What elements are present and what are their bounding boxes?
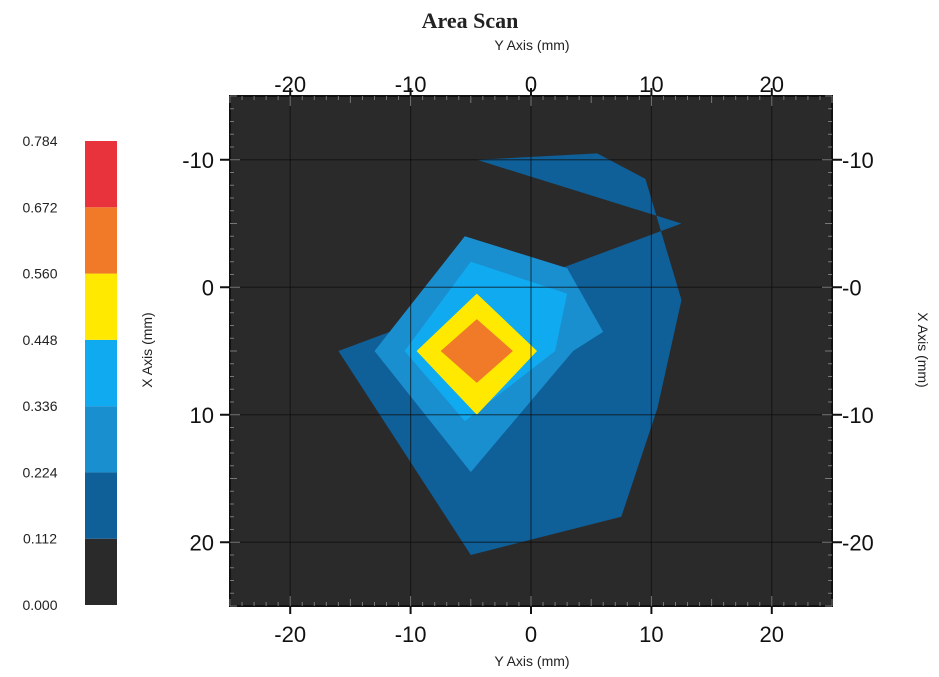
left-tick-label: 10 — [190, 403, 214, 428]
colorbar-band-6 — [85, 141, 117, 208]
contour-fills — [338, 153, 682, 555]
top-tick-label: 0 — [525, 72, 537, 97]
colorbar-tick-label: 0.784 — [22, 133, 57, 149]
top-tick-label: -10 — [395, 72, 427, 97]
colorbar-tick-label: 0.112 — [23, 531, 57, 547]
colorbar-tick-label: 0.672 — [22, 199, 57, 215]
colorbar-tick-label: 0.560 — [22, 266, 57, 282]
contour-level-4 — [440, 319, 513, 383]
colorbar-band-4 — [85, 273, 117, 340]
colorbar-band-2 — [85, 406, 117, 473]
left-tick-label: 0 — [202, 275, 214, 300]
bottom-tick-label: 10 — [639, 622, 663, 647]
top-tick-label: -20 — [274, 72, 306, 97]
chart-title: Area Scan — [422, 8, 519, 33]
bottom-tick-label: 0 — [525, 622, 537, 647]
right-tick-label: -10 — [842, 148, 874, 173]
colorbar-band-0 — [85, 538, 117, 605]
left-axis-label: X Axis (mm) — [139, 312, 155, 387]
right-axis-label: X Axis (mm) — [915, 312, 931, 387]
colorbar-tick-label: 0.448 — [22, 332, 57, 348]
colorbar-tick-label: 0.224 — [22, 464, 57, 480]
right-tick-label: -0 — [842, 275, 862, 300]
top-tick-label: 10 — [639, 72, 663, 97]
colorbar-tick-label: 0.336 — [22, 398, 57, 414]
left-tick-label: 20 — [190, 530, 214, 555]
left-tick-label: -10 — [182, 148, 214, 173]
colorbar: 0.000 0.112 0.224 0.336 0.448 0.560 0.672 0.784 — [22, 133, 117, 613]
bottom-tick-label: -20 — [274, 622, 306, 647]
top-axis-label: Y Axis (mm) — [494, 37, 569, 53]
colorbar-band-5 — [85, 207, 117, 274]
colorbar-band-1 — [85, 472, 117, 539]
bottom-tick-label: 20 — [760, 622, 784, 647]
colorbar-band-3 — [85, 339, 117, 407]
bottom-axis-label: Y Axis (mm) — [494, 653, 569, 669]
top-tick-label: 20 — [760, 72, 784, 97]
grid-lines — [230, 96, 832, 606]
bottom-tick-label: -10 — [395, 622, 427, 647]
colorbar-tick-label: 0.000 — [22, 597, 57, 613]
right-tick-label: -10 — [842, 403, 874, 428]
right-tick-label: -20 — [842, 530, 874, 555]
axis-ticks: -20 -20 -10 -10 0 0 10 10 20 20 -10 -10 0 -0 10 -10 20 -2… — [182, 72, 874, 647]
